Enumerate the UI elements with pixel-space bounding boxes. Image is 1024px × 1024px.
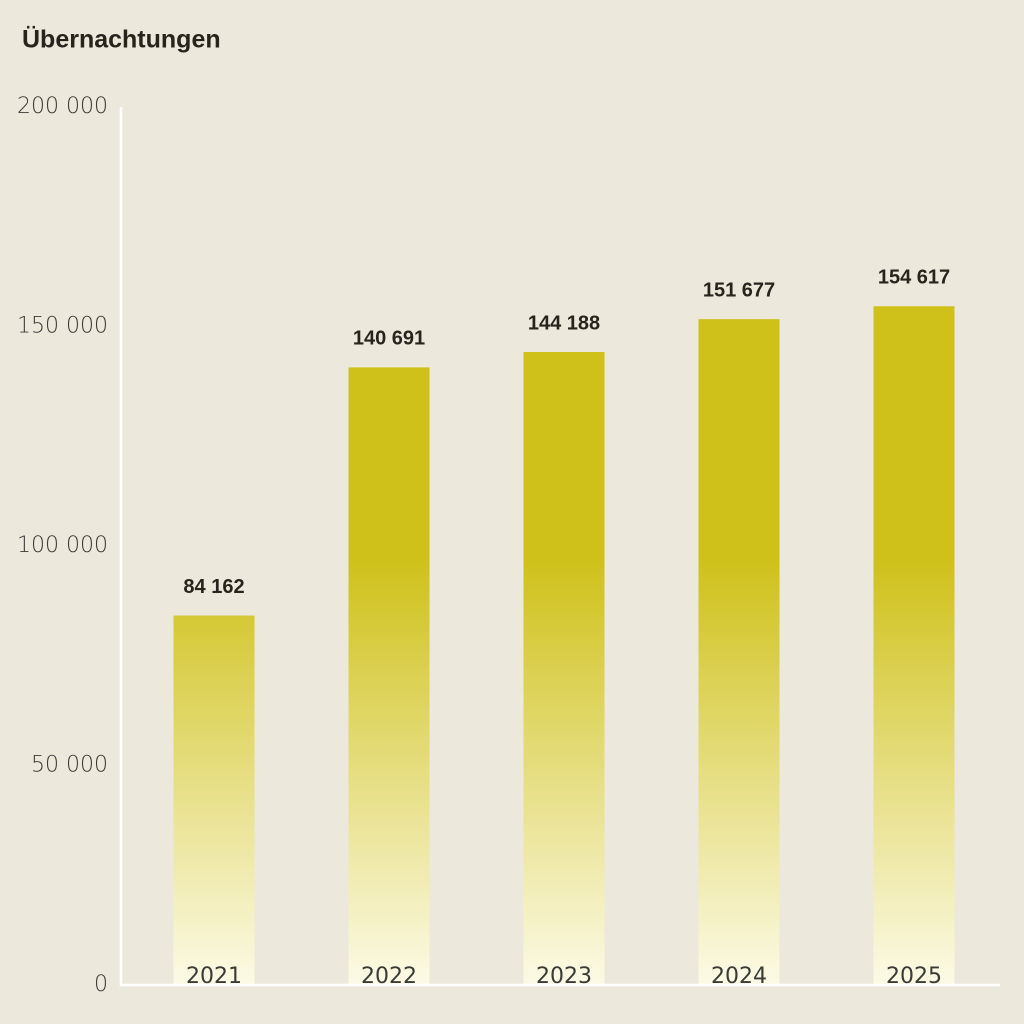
bar [873,306,955,985]
value-label: 154 617 [878,267,950,289]
bar [698,319,780,986]
value-label: 144 188 [528,312,600,334]
bar [348,367,430,985]
y-tick-label: 100 000 [17,533,108,558]
bar [523,352,605,986]
value-label: 151 677 [703,279,775,301]
value-label: 140 691 [353,328,425,350]
y-tick-label: 200 000 [17,94,108,119]
y-tick-label: 0 [94,972,108,997]
value-label: 84 162 [183,576,244,598]
y-tick-label: 50 000 [31,753,108,778]
bar [173,615,255,985]
chart-title: Übernachtungen [22,25,221,54]
y-tick-label: 150 000 [17,314,108,339]
